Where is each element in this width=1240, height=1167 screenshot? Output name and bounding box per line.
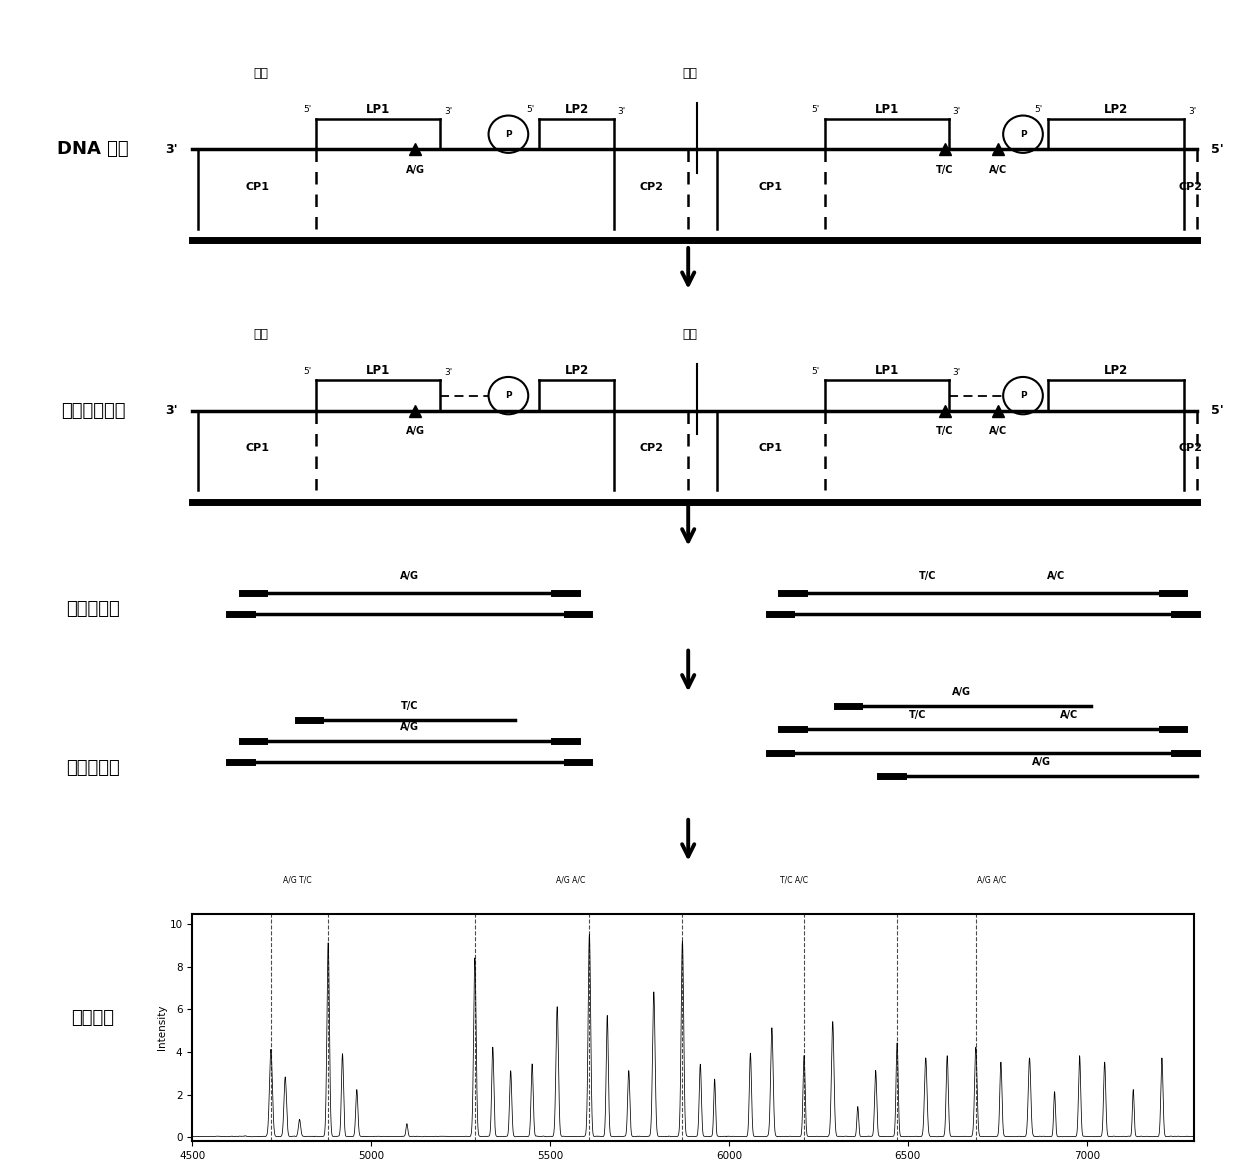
Text: 3': 3'	[444, 106, 453, 116]
Text: A/G: A/G	[1032, 756, 1052, 767]
Text: A/G: A/G	[405, 165, 425, 175]
Text: 5': 5'	[1034, 105, 1043, 114]
Text: CP2: CP2	[1178, 443, 1203, 453]
Text: T/C: T/C	[936, 426, 954, 436]
Text: P: P	[1019, 130, 1027, 139]
Text: T/C: T/C	[919, 571, 936, 581]
Text: A/G T/C: A/G T/C	[283, 875, 312, 885]
Text: 5': 5'	[811, 366, 820, 376]
Text: A/G: A/G	[399, 571, 419, 581]
Text: A/G: A/G	[951, 686, 971, 697]
Text: 3': 3'	[952, 368, 961, 377]
Text: P: P	[505, 130, 512, 139]
Text: LP1: LP1	[874, 364, 899, 377]
Text: 5': 5'	[1211, 404, 1224, 418]
Text: 正向: 正向	[253, 328, 268, 342]
Text: 3': 3'	[1188, 106, 1197, 116]
Text: CP1: CP1	[246, 182, 269, 191]
Text: LP1: LP1	[874, 103, 899, 116]
Text: 3': 3'	[618, 106, 626, 116]
Text: 通引物扩增: 通引物扩增	[66, 600, 120, 619]
Text: 探针延伸连接: 探针延伸连接	[61, 401, 125, 420]
Text: LP2: LP2	[564, 364, 589, 377]
Text: T/C A/C: T/C A/C	[780, 875, 807, 885]
Text: CP2: CP2	[639, 443, 663, 453]
Text: 3': 3'	[952, 106, 961, 116]
Text: P: P	[505, 391, 512, 400]
Text: A/C: A/C	[1048, 571, 1065, 581]
Text: 3': 3'	[444, 368, 453, 377]
Text: DNA 捕获: DNA 捕获	[57, 140, 129, 159]
Text: A/C: A/C	[990, 426, 1007, 436]
Text: A/G A/C: A/G A/C	[977, 875, 1007, 885]
Text: A/C: A/C	[1060, 710, 1078, 720]
Text: CP1: CP1	[759, 182, 782, 191]
Text: CP1: CP1	[759, 443, 782, 453]
Text: P: P	[1019, 391, 1027, 400]
Text: 5': 5'	[303, 105, 311, 114]
Text: 5': 5'	[1211, 142, 1224, 156]
Text: 5': 5'	[526, 105, 534, 114]
Text: 反向: 反向	[682, 328, 697, 342]
Text: 5': 5'	[811, 105, 820, 114]
Text: T/C: T/C	[936, 165, 954, 175]
Text: T/C: T/C	[401, 700, 418, 711]
Text: A/C: A/C	[990, 165, 1007, 175]
Text: 单碘基延伸: 单碘基延伸	[66, 759, 120, 777]
Text: 正向: 正向	[253, 67, 268, 81]
Text: CP2: CP2	[1178, 182, 1203, 191]
Text: CP1: CP1	[246, 443, 269, 453]
Text: LP2: LP2	[1104, 103, 1128, 116]
Text: LP1: LP1	[366, 364, 391, 377]
Text: 5': 5'	[303, 366, 311, 376]
Text: T/C: T/C	[909, 710, 926, 720]
Text: A/G: A/G	[405, 426, 425, 436]
Text: LP2: LP2	[1104, 364, 1128, 377]
Text: CP2: CP2	[639, 182, 663, 191]
Text: 质量分析: 质量分析	[72, 1008, 114, 1027]
Text: LP1: LP1	[366, 103, 391, 116]
Text: 反向: 反向	[682, 67, 697, 81]
Text: 3': 3'	[165, 404, 177, 418]
Text: A/G A/C: A/G A/C	[556, 875, 585, 885]
Text: LP2: LP2	[564, 103, 589, 116]
Text: A/G: A/G	[399, 721, 419, 732]
Text: 3': 3'	[165, 142, 177, 156]
